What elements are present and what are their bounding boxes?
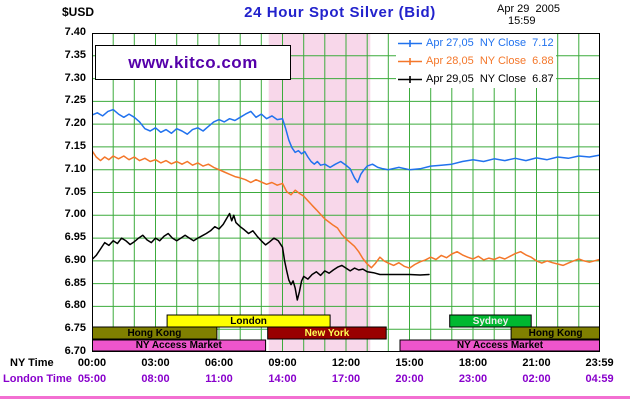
y-tick-label: 7.00 [64,208,86,221]
london-time-tick: 17:00 [331,373,361,385]
session-label-ny-access-market: NY Access Market [136,340,223,351]
legend-line-swatch-icon [398,39,422,47]
y-tick-label: 7.10 [64,162,86,175]
y-tick-label: 7.35 [64,48,86,61]
y-tick-label: 6.70 [64,345,86,357]
session-bar-hong-kong [510,326,600,340]
chart-date: Apr 29 2005 [497,3,560,15]
y-tick-label: 6.85 [64,276,86,289]
ny-time-label: NY Time [10,357,54,369]
legend-line-swatch-icon [398,75,422,83]
session-bar-hong-kong [92,326,218,340]
legend-label: Apr 28,05 NY Close 6.88 [426,55,554,67]
ny-time-tick: 21:00 [522,357,551,369]
price-line-apr-27-05 [92,108,600,184]
plot-border [92,33,600,352]
y-tick-label: 7.20 [64,117,86,130]
legend-label: Apr 29,05 NY Close 6.87 [426,73,554,85]
ny-time-tick: 23:59 [585,357,614,369]
legend-entry-apr-28-05: Apr 28,05 NY Close 6.88 [396,52,556,70]
session-label-london: London [230,316,267,327]
session-bar-london [166,314,331,328]
y-tick-label: 7.05 [64,185,86,198]
y-tick-label: 7.40 [64,26,86,38]
london-time-tick: 14:00 [268,373,297,385]
ny-time-tick: 18:00 [458,357,488,369]
ny-time-tick: 00:00 [77,357,107,369]
chart-title: 24 Hour Spot Silver (Bid) [244,4,436,21]
legend: Apr 27,05 NY Close 7.12 Apr 28,05 NY Clos… [396,34,556,88]
legend-label: Apr 27,05 NY Close 7.12 [426,37,554,49]
session-label-sydney: Sydney [473,316,509,327]
legend-entry-apr-27-05: Apr 27,05 NY Close 7.12 [396,34,556,52]
london-time-tick: 02:00 [522,373,551,385]
london-time-tick: 04:59 [585,373,614,385]
session-label-ny-access-market: NY Access Market [457,340,544,351]
session-label-hong-kong: Hong Kong [127,328,181,339]
session-bar-sydney [449,314,532,328]
y-tick-label: 7.15 [64,139,86,152]
london-time-tick: 05:00 [77,373,107,385]
ny-time-tick: 09:00 [268,357,297,369]
price-line-apr-29-05 [92,212,430,301]
london-time-tick: 11:00 [205,373,233,385]
currency-label: $USD [62,5,95,19]
bottom-accent-strip [0,396,630,399]
kitco-watermark: www.kitco.com [95,45,291,80]
y-tick-label: 6.90 [64,253,86,266]
session-label-hong-kong: Hong Kong [529,328,583,339]
y-tick-label: 6.75 [64,322,86,335]
y-tick-label: 7.25 [64,94,86,107]
ny-time-tick: 15:00 [395,357,424,369]
y-tick-label: 6.95 [64,231,86,244]
legend-line-swatch-icon [398,57,422,65]
ny-time-tick: 06:00 [204,357,234,369]
ny-time-tick: 03:00 [141,357,170,369]
y-tick-label: 6.80 [64,299,86,312]
legend-entry-apr-29-05: Apr 29,05 NY Close 6.87 [396,70,556,88]
chart-time: 15:59 [508,15,536,27]
session-label-new-york: New York [305,328,350,339]
ny-time-tick: 12:00 [331,357,361,369]
london-time-label: London Time [3,373,72,385]
y-tick-label: 7.30 [64,71,86,84]
london-time-tick: 23:00 [458,373,488,385]
session-bar-new-york [267,326,387,340]
london-time-tick: 08:00 [141,373,170,385]
price-line-apr-28-05 [92,149,600,269]
london-time-tick: 20:00 [395,373,424,385]
